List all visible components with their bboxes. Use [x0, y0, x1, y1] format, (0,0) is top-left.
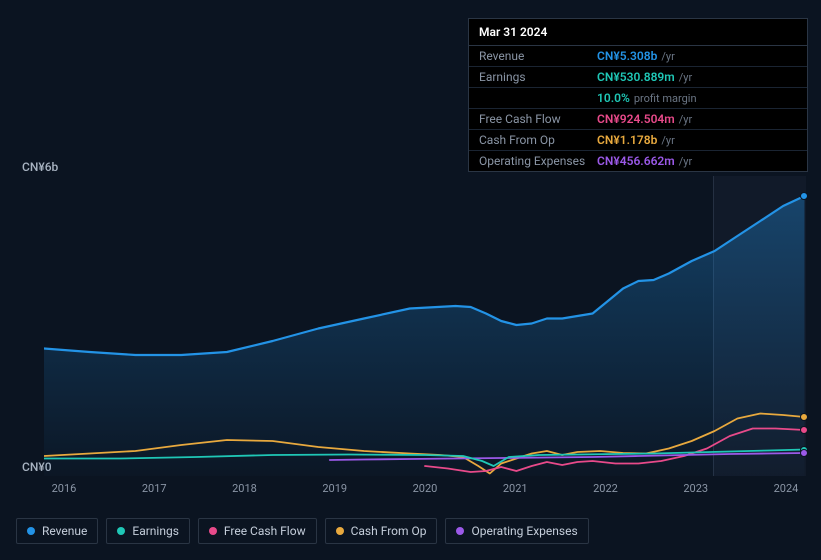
- xaxis-tick: 2016: [44, 482, 84, 495]
- tooltip-row: Operating ExpensesCN¥456.662m/yr: [469, 151, 807, 171]
- legend: Revenue Earnings Free Cash Flow Cash From O…: [16, 518, 589, 544]
- tooltip-row: 10.0% profit margin: [469, 88, 807, 109]
- xaxis-tick: 2022: [586, 482, 626, 495]
- tooltip-row-suffix: profit margin: [634, 92, 697, 105]
- yaxis-top-label: CN¥6b: [22, 160, 58, 174]
- xaxis-tick: 2020: [405, 482, 445, 495]
- legend-label: Operating Expenses: [471, 524, 577, 538]
- series-end-dot-revenue: [800, 192, 808, 200]
- tooltip-row-label: Earnings: [479, 70, 597, 84]
- xaxis-tick: 2018: [225, 482, 265, 495]
- xaxis-tick: 2017: [134, 482, 174, 495]
- tooltip-row-value: CN¥1.178b: [597, 133, 657, 147]
- tooltip-row-label: Free Cash Flow: [479, 112, 597, 126]
- tooltip-row-value: CN¥5.308b: [597, 49, 657, 63]
- tooltip-row-value: 10.0%: [597, 91, 630, 105]
- legend-dot-icon: [209, 527, 217, 535]
- tooltip-row-suffix: /yr: [679, 71, 692, 84]
- series-end-dot-opex: [800, 449, 808, 457]
- legend-label: Free Cash Flow: [224, 524, 306, 538]
- legend-dot-icon: [27, 527, 35, 535]
- tooltip-date: Mar 31 2024: [469, 19, 807, 46]
- tooltip-row-suffix: /yr: [679, 155, 692, 168]
- tooltip-row: Free Cash FlowCN¥924.504m/yr: [469, 109, 807, 130]
- legend-label: Cash From Op: [351, 524, 427, 538]
- legend-item-fcf[interactable]: Free Cash Flow: [198, 518, 317, 544]
- tooltip-row-value: CN¥456.662m: [597, 154, 675, 168]
- xaxis: 2016 2017 2018 2019 2020 2021 2022 2023 2024: [44, 482, 806, 495]
- tooltip-row-label: Revenue: [479, 49, 597, 63]
- legend-item-opex[interactable]: Operating Expenses: [445, 518, 588, 544]
- tooltip-row-label: Cash From Op: [479, 133, 597, 147]
- xaxis-tick: 2024: [766, 482, 806, 495]
- legend-item-revenue[interactable]: Revenue: [16, 518, 98, 544]
- tooltip-row-value: CN¥530.889m: [597, 70, 675, 84]
- xaxis-tick: 2021: [495, 482, 535, 495]
- legend-label: Earnings: [132, 524, 179, 538]
- tooltip-row-suffix: /yr: [661, 50, 674, 63]
- tooltip-row: EarningsCN¥530.889m/yr: [469, 67, 807, 88]
- chart-tooltip: Mar 31 2024 RevenueCN¥5.308b/yrEarningsC…: [468, 18, 808, 172]
- xaxis-tick: 2023: [676, 482, 716, 495]
- series-end-dot-cashOp: [800, 413, 808, 421]
- tooltip-row-suffix: /yr: [661, 134, 674, 147]
- tooltip-row-value: CN¥924.504m: [597, 112, 675, 126]
- tooltip-row: Cash From OpCN¥1.178b/yr: [469, 130, 807, 151]
- legend-dot-icon: [456, 527, 464, 535]
- legend-dot-icon: [336, 527, 344, 535]
- xaxis-tick: 2019: [315, 482, 355, 495]
- tooltip-row-label: [479, 91, 597, 105]
- legend-label: Revenue: [42, 524, 87, 538]
- series-end-dot-fcf: [800, 426, 808, 434]
- tooltip-row-suffix: /yr: [679, 113, 692, 126]
- line-chart[interactable]: [44, 176, 806, 476]
- legend-item-cashOp[interactable]: Cash From Op: [325, 518, 438, 544]
- legend-item-earnings[interactable]: Earnings: [106, 518, 190, 544]
- tooltip-row-label: Operating Expenses: [479, 154, 597, 168]
- tooltip-row: RevenueCN¥5.308b/yr: [469, 46, 807, 67]
- legend-dot-icon: [117, 527, 125, 535]
